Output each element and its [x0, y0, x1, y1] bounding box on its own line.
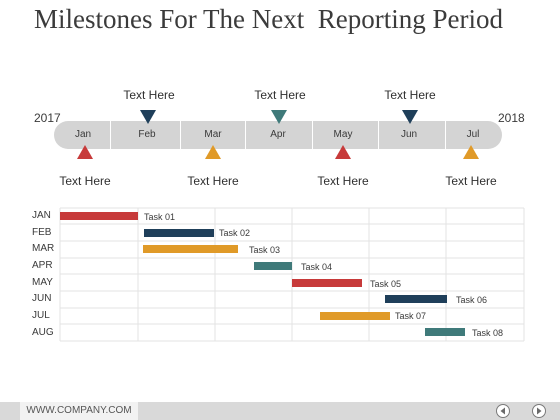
month-apr: Apr — [270, 129, 286, 140]
task-label-06: Task 06 — [456, 295, 488, 305]
timeline-divider — [180, 121, 181, 149]
prev-icon[interactable] — [495, 403, 511, 419]
end-year: 2018 — [498, 111, 525, 125]
task-bar-02 — [144, 229, 214, 237]
task-label-04: Task 04 — [301, 262, 333, 272]
row-label-mar: MAR — [32, 243, 55, 254]
timeline-divider — [312, 121, 313, 149]
timeline-track — [54, 121, 502, 149]
marker-up-mar — [205, 145, 221, 159]
task-label-03: Task 03 — [249, 245, 281, 255]
timeline-divider — [445, 121, 446, 149]
task-bar-07 — [320, 312, 390, 320]
month-jul: Jul — [466, 129, 480, 140]
task-bar-03 — [143, 245, 238, 253]
row-label-aug: AUG — [32, 327, 54, 338]
timeline-divider — [110, 121, 111, 149]
marker-up-jul — [463, 145, 479, 159]
next-icon[interactable] — [531, 403, 547, 419]
marker-down-apr — [271, 110, 287, 124]
marker-down-jun — [402, 110, 418, 124]
timeline-divider — [245, 121, 246, 149]
footer-bar — [0, 402, 560, 420]
bottom-note-2: Text Here — [187, 174, 239, 188]
marker-up-jan — [77, 145, 93, 159]
timeline-divider — [378, 121, 379, 149]
month-feb: Feb — [138, 129, 156, 140]
marker-up-may — [335, 145, 351, 159]
footer-url[interactable]: WWW.COMPANY.COM — [20, 402, 138, 420]
start-year: 2017 — [34, 111, 61, 125]
month-may: May — [333, 129, 353, 140]
month-jun: Jun — [400, 129, 418, 140]
row-label-jul: JUL — [32, 310, 50, 321]
month-mar: Mar — [204, 129, 222, 140]
task-bar-01 — [60, 212, 138, 220]
row-label-apr: APR — [32, 260, 53, 271]
task-bar-06 — [385, 295, 447, 303]
row-label-jun: JUN — [32, 293, 52, 304]
bottom-note-4: Text Here — [445, 174, 497, 188]
task-bar-08 — [425, 328, 465, 336]
task-bar-05 — [292, 279, 362, 287]
task-label-08: Task 08 — [472, 328, 504, 338]
top-note-3: Text Here — [384, 88, 436, 102]
row-label-jan: JAN — [32, 210, 51, 221]
bottom-note-3: Text Here — [317, 174, 369, 188]
task-label-02: Task 02 — [219, 228, 251, 238]
top-note-1: Text Here — [123, 88, 175, 102]
task-label-01: Task 01 — [144, 212, 176, 222]
bottom-note-1: Text Here — [59, 174, 111, 188]
row-label-may: MAY — [32, 277, 53, 288]
slide-title: Milestones For The Next Reporting Period — [34, 4, 503, 34]
task-label-07: Task 07 — [395, 311, 427, 321]
month-jan: Jan — [74, 129, 92, 140]
row-label-feb: FEB — [32, 227, 52, 238]
task-bar-04 — [254, 262, 292, 270]
top-note-2: Text Here — [254, 88, 306, 102]
task-label-05: Task 05 — [370, 279, 402, 289]
marker-down-feb — [140, 110, 156, 124]
